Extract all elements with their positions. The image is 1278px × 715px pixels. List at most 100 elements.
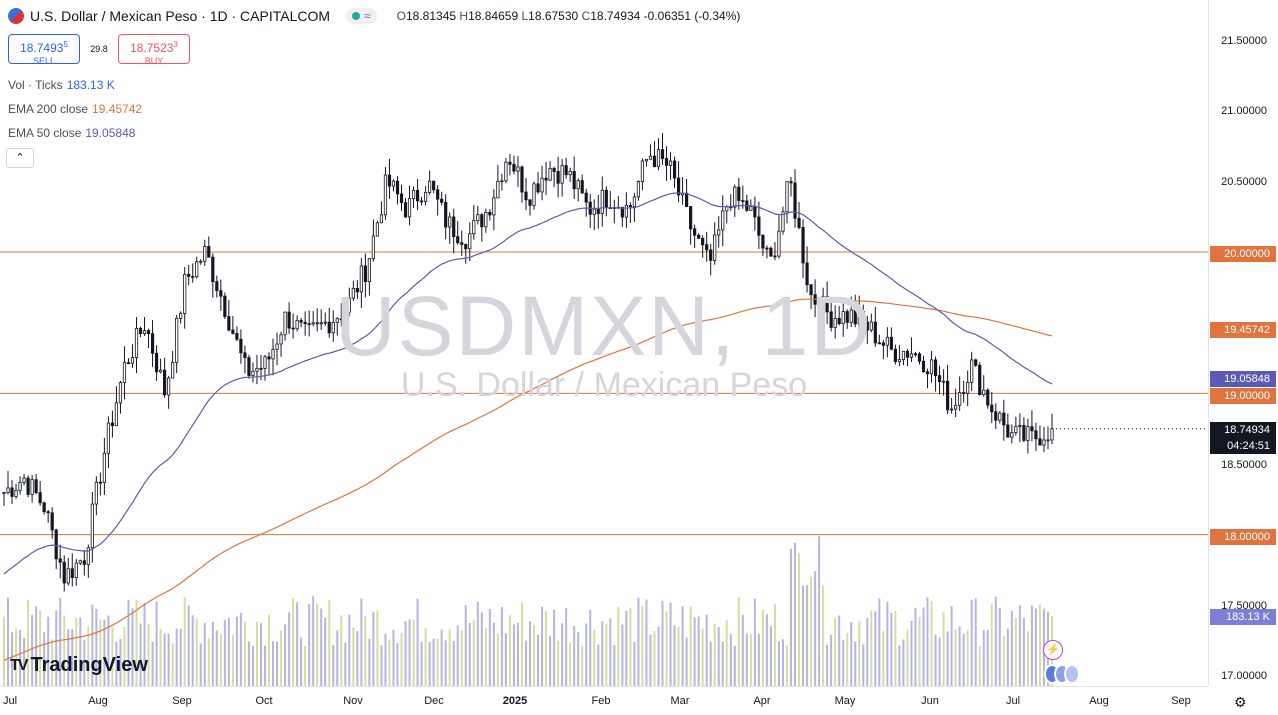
candle-body — [259, 367, 263, 370]
candle-body — [986, 389, 990, 406]
volume-bar — [191, 615, 194, 686]
waves-icon: ≈ — [364, 9, 371, 23]
volume-bar — [47, 616, 50, 686]
candle-body — [508, 161, 512, 165]
volume-bar — [934, 634, 937, 686]
time-tick: Mar — [670, 695, 690, 707]
volume-bar — [304, 645, 307, 686]
candle-body — [484, 211, 488, 228]
time-tick: May — [834, 695, 856, 707]
volume-bar — [396, 643, 399, 686]
volume-bar — [155, 601, 158, 686]
candle-body — [753, 206, 757, 218]
tradingview-logo[interactable]: TV TradingView — [10, 654, 148, 676]
candle-body — [142, 330, 147, 335]
sell-button[interactable]: 18.74935 SELL — [8, 34, 80, 66]
candle-body — [552, 168, 556, 172]
volume-bar — [3, 616, 5, 686]
candle-body — [62, 561, 66, 584]
candle-body — [231, 329, 235, 334]
candle-body — [536, 183, 540, 193]
volume-bar — [480, 612, 483, 686]
time-axis[interactable]: Jul Aug Sep Oct Nov Dec 2025 Feb Mar Apr… — [0, 686, 1208, 715]
lightning-icon[interactable]: ⚡ — [1043, 640, 1063, 660]
chart-area[interactable]: USDMXN, 1D U.S. Dollar / Mexican Peso U.… — [0, 0, 1208, 686]
volume-bar — [400, 633, 403, 686]
volume-legend[interactable]: Vol · Ticks 183.13 K — [8, 78, 115, 92]
volume-bar — [962, 633, 965, 686]
volume-bar — [424, 628, 427, 686]
volume-bar — [468, 622, 471, 686]
candle-body — [419, 200, 424, 203]
volume-bar — [954, 628, 957, 686]
volume-bar — [35, 606, 38, 686]
price-tick: 17.00000 — [1221, 670, 1267, 682]
candle-body — [556, 171, 560, 184]
candle-body — [86, 547, 90, 565]
candle-body — [660, 149, 665, 159]
volume-bar — [516, 622, 519, 686]
candle-body — [672, 160, 677, 179]
volume-bar — [645, 599, 648, 686]
volume-bar — [870, 610, 873, 686]
candle-body — [946, 380, 950, 411]
candle-body — [436, 189, 440, 200]
volume-bar — [263, 645, 266, 686]
candle-body — [448, 216, 452, 228]
volume-bar — [203, 622, 206, 686]
market-status-pill[interactable]: ≈ — [346, 8, 377, 24]
candle-body — [833, 318, 837, 328]
candle-body — [154, 352, 159, 373]
ema200-legend[interactable]: EMA 200 close 19.45742 — [8, 102, 143, 116]
change-value: -0.06351 (-0.34%) — [643, 9, 741, 23]
volume-bar — [665, 611, 668, 686]
price-axis[interactable]: 21.50000 21.00000 20.50000 18.50000 17.0… — [1208, 0, 1278, 686]
volume-bar — [617, 606, 620, 686]
volume-bar — [1038, 604, 1041, 686]
volume-bar — [340, 615, 343, 686]
candle-body — [664, 158, 669, 166]
candle-body — [331, 321, 335, 334]
candle-body — [98, 481, 102, 484]
candle-body — [845, 311, 849, 323]
settings-gear-icon[interactable]: ⚙ — [1234, 694, 1247, 710]
volume-bar — [312, 596, 315, 686]
volume-bar — [850, 622, 853, 686]
buy-button[interactable]: 18.75233 BUY — [118, 34, 190, 66]
volume-bar — [922, 607, 925, 686]
candle-body — [829, 311, 833, 328]
volume-bar — [440, 629, 443, 686]
volume-bar — [251, 645, 254, 686]
candle-body — [311, 322, 315, 325]
volume-bar — [605, 623, 608, 686]
volume-bar — [561, 623, 564, 686]
volume-bar — [87, 626, 90, 686]
volume-bar — [247, 641, 250, 686]
candle-body — [532, 183, 536, 206]
community-avatars[interactable] — [1044, 664, 1080, 684]
candle-body — [375, 222, 380, 237]
price-tick: 21.00000 — [1221, 105, 1267, 117]
candle-body — [114, 402, 119, 427]
volume-bar — [211, 621, 214, 686]
volume-bar — [55, 610, 58, 686]
volume-bar — [456, 625, 459, 686]
candle-body — [628, 204, 632, 207]
price-chart[interactable] — [0, 0, 1208, 686]
volume-bar — [420, 641, 423, 686]
ema200-tag: 19.45742 — [1210, 322, 1276, 338]
candle-body — [905, 350, 910, 358]
candle-body — [291, 327, 295, 330]
candle-body — [379, 214, 384, 224]
countdown-tag: 04:24:51 — [1210, 438, 1276, 454]
symbol-title[interactable]: U.S. Dollar / Mexican Peso · 1D · CAPITA… — [30, 8, 331, 24]
level-18-tag: 18.00000 — [1210, 529, 1276, 545]
collapse-legend-button[interactable]: ⌃ — [6, 148, 34, 168]
volume-bar — [802, 585, 805, 686]
ema50-legend[interactable]: EMA 50 close 19.05848 — [8, 126, 136, 140]
candle-body — [656, 149, 661, 168]
candle-body — [825, 295, 829, 313]
candle-body — [239, 338, 243, 354]
candle-body — [624, 204, 628, 218]
candle-body — [371, 235, 376, 260]
